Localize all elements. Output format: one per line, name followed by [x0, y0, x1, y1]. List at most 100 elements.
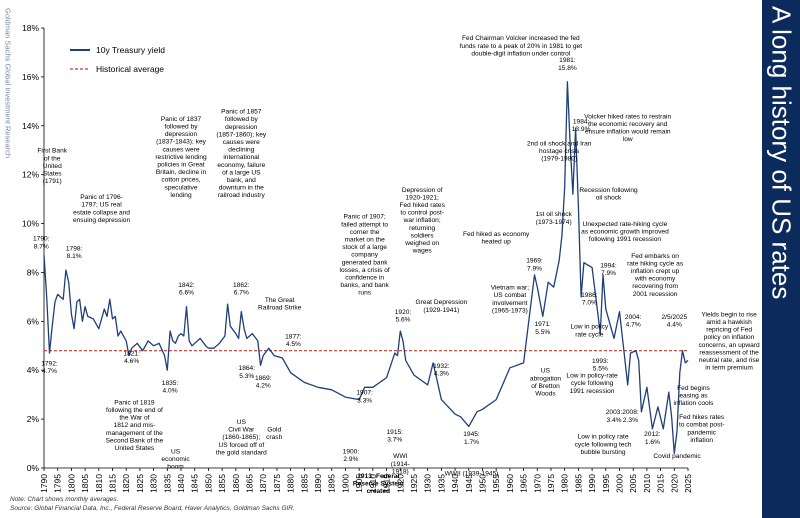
annotation-line: the gold standard	[216, 449, 267, 456]
x-tick-label: 2015	[656, 474, 666, 493]
annotation: Yields begin to rise amid a hawkish repric…	[698, 311, 760, 371]
x-tick-label: 1970	[532, 474, 542, 493]
annotation-line: 1842:	[178, 282, 195, 289]
annotation-line: ensuing depression	[73, 217, 131, 224]
annotation-line: 2/5/2025	[661, 314, 687, 321]
x-tick-label: 1805	[80, 474, 90, 493]
x-tick-label: 1960	[505, 474, 515, 493]
annotation-line: 4.0%	[163, 387, 178, 394]
annotation-line: banks, and bank	[340, 282, 389, 289]
annotation-line: US combat	[494, 292, 527, 299]
x-tick-label: 1995	[601, 474, 611, 493]
annotation: 2008: 2.3%	[622, 409, 639, 424]
chart-title: A long history of US rates	[766, 6, 797, 300]
annotation-line: Britain, decline in	[156, 169, 207, 176]
annotation-line: 5.5%	[535, 329, 550, 336]
annotation-line: downturn in the	[219, 185, 264, 192]
x-tick-label: 1955	[491, 474, 501, 493]
annotation-line: Great Depression	[416, 299, 468, 306]
y-tick-label: 6%	[27, 316, 40, 326]
annotation: 2/5/2025 4.4%	[661, 314, 687, 329]
annotation: 1986: 7.0%	[581, 292, 598, 307]
annotation-line: Covid pandemic	[653, 453, 701, 460]
annotation-line: losses, a crisis of	[340, 267, 390, 274]
annotation-line: created	[367, 488, 390, 495]
annotation: Unexpected rate-hiking cycle as economic …	[581, 221, 669, 243]
annotation-line: Second Bank of the	[106, 437, 164, 444]
annotation-line: stock of a large	[342, 244, 387, 251]
annotation-line: 4.3%	[434, 370, 449, 377]
x-tick-label: 1880	[286, 474, 296, 493]
annotation-line: in term premium	[705, 365, 753, 372]
x-tick-label: 1865	[245, 474, 255, 493]
annotation-line: confidence in	[345, 274, 384, 281]
annotation-line: 1869:	[255, 375, 272, 382]
annotation-line: of Bretton	[531, 383, 560, 390]
x-tick-label: 2020	[669, 474, 679, 493]
chart: 0% 2% 4% 6% 8% 10% 12% 14% 16% 18% 1790 1795 1800 180…	[22, 23, 760, 495]
annotation-line: easing as	[679, 392, 708, 399]
annotation: 1920: 5.6%	[395, 309, 412, 324]
annotation: 1862: 6.7%	[233, 282, 250, 297]
annotation-line: restrictive lending	[155, 154, 207, 161]
x-tick-label: 1985	[573, 474, 583, 493]
annotation-line: reassessment of the	[699, 349, 759, 356]
annotation: 1994: 7.9%	[600, 263, 617, 278]
legend-label-average: Historical average	[96, 64, 164, 74]
annotation-line: (1860-1865);	[222, 434, 260, 441]
annotation-line: 1900:	[343, 448, 360, 455]
x-tick-label: 1935	[436, 474, 446, 493]
y-tick-label: 16%	[22, 72, 39, 82]
annotation-line: 1812 and mis-	[114, 422, 156, 429]
annotation-line: involvement	[492, 300, 527, 307]
x-tick-label: 1835	[162, 474, 172, 493]
annotation-line: followed by	[165, 123, 199, 130]
y-tick-label: 14%	[22, 121, 39, 131]
annotation-line: Woods	[535, 390, 556, 397]
annotation: Panic of 1796-1797; US real estate collap…	[73, 194, 131, 224]
annotation-line: depression	[225, 124, 258, 131]
annotation-line: Low in policy rate	[578, 434, 629, 441]
annotation: 1st oil shock (1973-1974)	[536, 211, 573, 226]
annotation-line: low	[623, 136, 633, 143]
annotation-line: 2003:	[606, 409, 623, 416]
annotation-line: 1932:	[433, 363, 450, 370]
annotation-line: (1857-1860); key	[216, 131, 267, 138]
annotation-line: corner the	[350, 229, 380, 236]
annotation: 1969: 7.9%	[526, 258, 543, 273]
annotation-line: rate hiking cycle as	[627, 260, 684, 267]
annotation-line: returning	[409, 225, 435, 232]
x-tick-label: 1860	[231, 474, 241, 493]
annotation-line: Panic of 1857	[221, 109, 262, 116]
annotation: 2012: 1.6%	[644, 431, 661, 446]
annotation: 1945: 1.7%	[463, 431, 480, 446]
annotation: 1932: 4.3%	[433, 363, 450, 378]
annotation-line: 1877:	[285, 333, 302, 340]
y-tick-label: 12%	[22, 170, 39, 180]
x-tick-label: 1905	[354, 474, 364, 493]
annotation-line: United	[43, 163, 62, 170]
annotation-line: 5.6%	[395, 317, 410, 324]
annotation-line: 1st oil shock	[536, 211, 573, 218]
annotation-line: railroad industry	[218, 192, 266, 199]
annotation-line: 1920:	[395, 309, 412, 316]
annotation-line: 1993:	[592, 358, 609, 365]
annotation-line: with economy	[634, 276, 676, 283]
annotation-line: (1837-1843); key	[156, 139, 207, 146]
annotation-line: cycle following	[571, 380, 614, 387]
y-tick-label: 2%	[27, 414, 40, 424]
chart-source: Source: Global Financial Data, Inc., Fed…	[10, 505, 295, 512]
annotation-line: 1986:	[581, 292, 598, 299]
annotation-line: the economic recovery and	[588, 121, 667, 128]
annotation-line: 1907:	[356, 390, 373, 397]
annotation-line: 1991 recession	[570, 388, 615, 395]
annotation-line: 4.4%	[667, 321, 682, 328]
annotation: 1913: Federal Reserve System created	[353, 473, 404, 495]
annotation-line: company	[351, 252, 378, 259]
annotation-line: following the end of	[106, 407, 163, 414]
annotation-line: (1973-1974)	[536, 219, 572, 226]
annotation-line: 1981:	[559, 57, 576, 64]
annotation-line: 4.7%	[42, 368, 57, 375]
annotation-line: recovering from	[632, 283, 678, 290]
y-tick-label: 10%	[22, 219, 39, 229]
